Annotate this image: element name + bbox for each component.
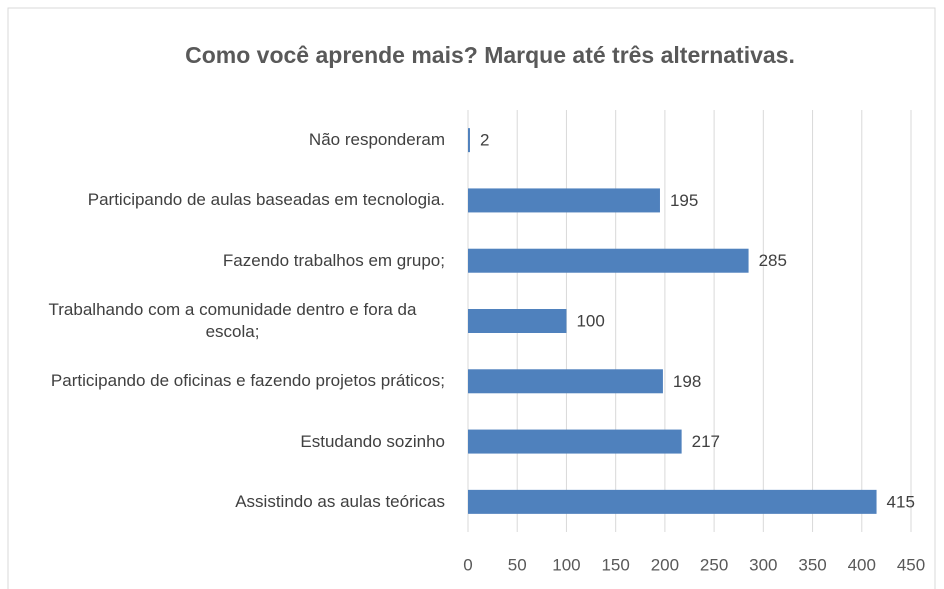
chart-title: Como você aprende mais? Marque até três …	[185, 42, 795, 68]
x-tick-label: 100	[552, 555, 580, 574]
y-tick-label: Trabalhando com a comunidade dentro e fo…	[48, 300, 417, 341]
bar	[468, 489, 877, 514]
bar	[468, 248, 749, 273]
y-tick-label: Participando de aulas baseadas em tecnol…	[87, 190, 445, 210]
x-tick-label: 400	[848, 555, 876, 574]
data-label: 415	[887, 492, 915, 511]
bar	[468, 309, 567, 333]
data-label: 217	[692, 432, 720, 451]
bar	[468, 369, 663, 394]
data-label: 195	[670, 191, 698, 210]
y-tick-label: Fazendo trabalhos em grupo;	[222, 250, 445, 270]
data-label: 2	[480, 131, 489, 150]
y-tick-label: Não responderam	[308, 130, 445, 150]
bar	[468, 128, 470, 153]
x-tick-label: 450	[897, 555, 925, 574]
x-tick-label: 300	[749, 555, 777, 574]
data-label: 198	[673, 372, 701, 391]
x-tick-label: 150	[601, 555, 629, 574]
x-tick-label: 0	[463, 555, 472, 574]
data-label: 100	[576, 311, 604, 330]
y-tick-label: Assistindo as aulas teóricas	[235, 491, 445, 511]
x-tick-label: 200	[651, 555, 679, 574]
bar	[468, 188, 660, 213]
bar	[468, 429, 682, 454]
x-tick-label: 50	[508, 555, 527, 574]
data-label: 285	[759, 251, 787, 270]
x-tick-label: 350	[798, 555, 826, 574]
x-tick-label: 250	[700, 555, 728, 574]
y-tick-label: Participando de oficinas e fazendo proje…	[50, 371, 445, 391]
y-tick-label: Estudando sozinho	[300, 431, 445, 451]
